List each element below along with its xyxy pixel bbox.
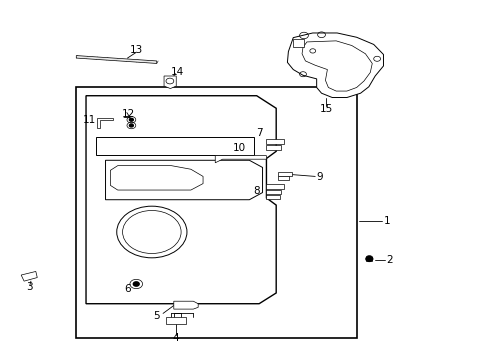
Ellipse shape (366, 256, 371, 258)
Text: 3: 3 (26, 282, 33, 292)
FancyBboxPatch shape (76, 87, 356, 338)
Text: 9: 9 (316, 172, 323, 182)
Polygon shape (163, 76, 176, 89)
Polygon shape (110, 166, 203, 190)
Polygon shape (287, 33, 383, 98)
Text: 2: 2 (386, 255, 392, 265)
Polygon shape (96, 137, 254, 155)
Text: 7: 7 (255, 128, 262, 138)
Polygon shape (21, 271, 37, 281)
Text: 8: 8 (252, 186, 259, 197)
Polygon shape (277, 172, 292, 176)
Circle shape (129, 124, 133, 127)
Text: 1: 1 (383, 216, 389, 226)
Polygon shape (76, 55, 157, 63)
Text: 10: 10 (233, 143, 245, 153)
Polygon shape (86, 96, 276, 304)
Polygon shape (97, 118, 113, 128)
Circle shape (129, 118, 133, 121)
Polygon shape (215, 156, 266, 163)
Polygon shape (266, 184, 283, 189)
Text: 14: 14 (170, 67, 183, 77)
Polygon shape (366, 257, 371, 261)
Text: 11: 11 (83, 115, 96, 125)
Polygon shape (266, 190, 281, 194)
Polygon shape (173, 301, 198, 309)
Text: 15: 15 (319, 104, 332, 114)
Polygon shape (166, 317, 185, 324)
Polygon shape (266, 139, 283, 144)
Circle shape (365, 256, 372, 261)
Polygon shape (293, 39, 304, 46)
Polygon shape (266, 145, 281, 149)
Text: 6: 6 (124, 284, 130, 294)
Circle shape (133, 282, 139, 286)
Polygon shape (302, 41, 371, 91)
Text: 13: 13 (129, 45, 142, 55)
Polygon shape (266, 195, 279, 199)
Polygon shape (277, 176, 289, 180)
Text: 12: 12 (122, 109, 135, 119)
Text: 5: 5 (153, 311, 160, 321)
Text: 4: 4 (173, 333, 179, 343)
Polygon shape (105, 160, 262, 200)
